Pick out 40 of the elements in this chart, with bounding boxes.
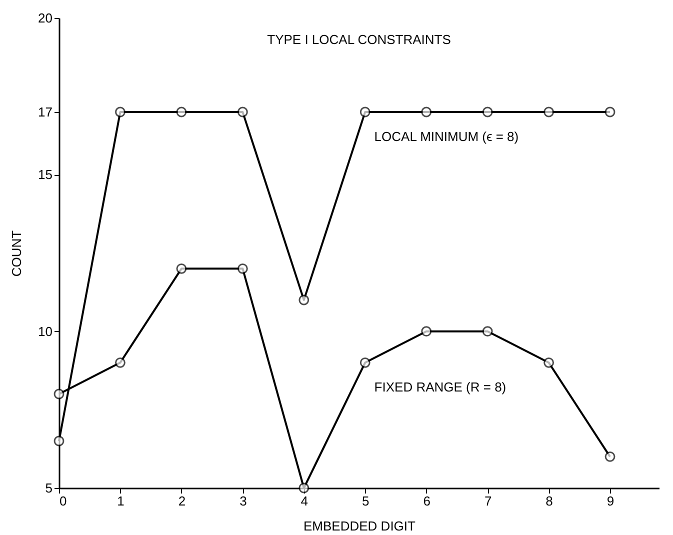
x-tick-label: 0 xyxy=(60,494,67,508)
point xyxy=(360,106,370,118)
point xyxy=(544,357,554,368)
point xyxy=(237,106,248,118)
x-tick-label: 8 xyxy=(546,494,553,508)
point xyxy=(604,106,616,118)
point xyxy=(176,106,187,118)
point xyxy=(544,106,554,118)
y-tick-label: 17 xyxy=(38,104,52,120)
point xyxy=(298,482,310,494)
point xyxy=(115,357,126,368)
y-tick-label: 10 xyxy=(38,324,52,339)
point xyxy=(482,106,493,118)
x-axis-title: EMBEDDED DIGIT xyxy=(304,518,416,534)
x-tick-label: 5 xyxy=(362,494,370,508)
point xyxy=(115,106,126,118)
point xyxy=(54,436,64,446)
y-axis-title: COUNT xyxy=(9,230,24,277)
point xyxy=(298,294,310,306)
series-label: FIXED RANGE (R = 8) xyxy=(374,380,506,395)
point xyxy=(421,106,432,118)
point xyxy=(54,388,64,400)
point xyxy=(237,263,248,274)
point xyxy=(176,263,187,274)
y-tick-label: 5 xyxy=(45,480,52,496)
x-tick-label: 6 xyxy=(423,494,430,508)
x-tick-label: 7 xyxy=(484,494,492,508)
x-tick-label: 9 xyxy=(606,494,614,508)
point xyxy=(482,326,493,337)
point xyxy=(360,357,370,368)
x-tick-label: 3 xyxy=(240,494,247,508)
x-tick-label: 4 xyxy=(300,494,308,508)
y-tick-label: 20 xyxy=(38,10,52,26)
y-tick-label: 15 xyxy=(38,167,52,182)
series-label: LOCAL MINIMUM (ϵ = 8) xyxy=(374,129,519,144)
text: TYPE I LOCAL CONSTRAINTS xyxy=(267,32,452,47)
point xyxy=(604,451,616,462)
x-tick-label: 1 xyxy=(117,494,124,508)
x-tick-label: 2 xyxy=(178,494,186,508)
point xyxy=(421,326,432,337)
